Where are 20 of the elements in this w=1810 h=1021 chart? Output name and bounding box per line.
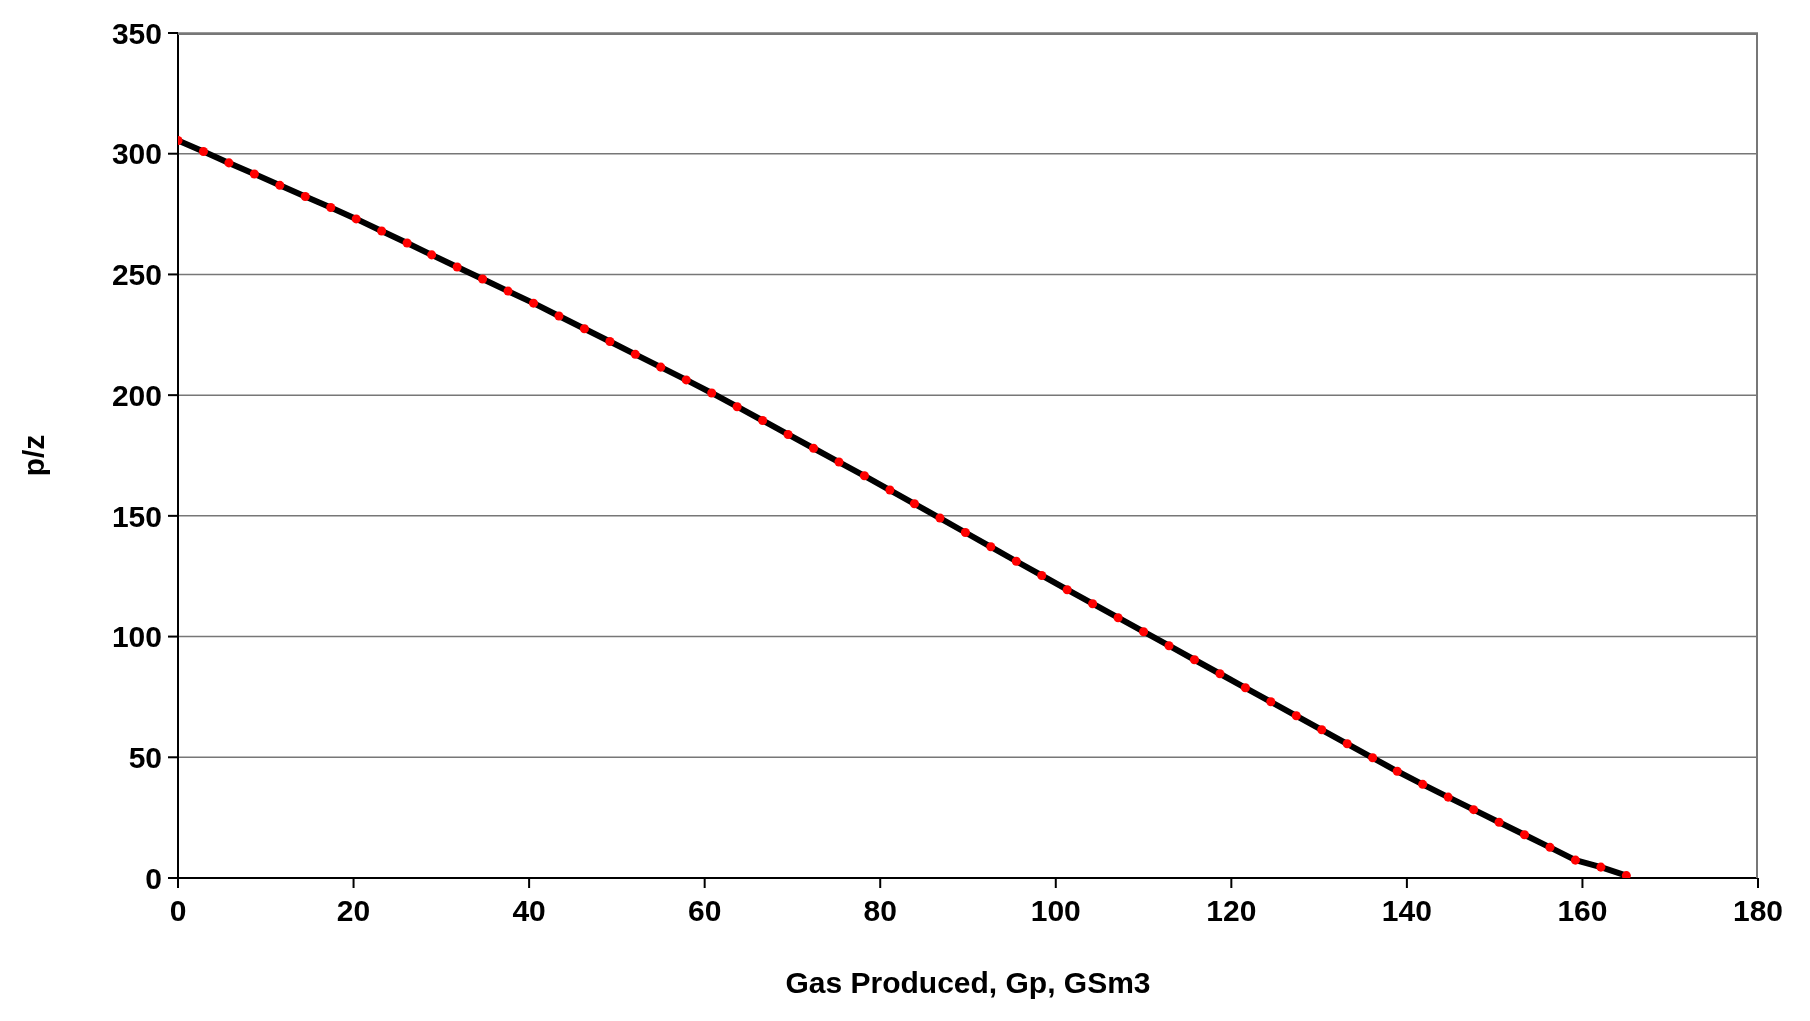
x-tick-label: 160 xyxy=(1557,894,1608,928)
y-tick-label: 100 xyxy=(111,620,162,654)
y-tick-label: 250 xyxy=(111,258,162,292)
x-tick-label: 60 xyxy=(687,894,722,928)
y-tick-label: 50 xyxy=(128,740,162,774)
y-tick-label: 150 xyxy=(111,499,162,533)
x-tick-label: 120 xyxy=(1206,894,1257,928)
x-tick-label: 20 xyxy=(336,894,371,928)
x-tick-label: 180 xyxy=(1732,894,1784,928)
x-tick-label: 140 xyxy=(1381,894,1432,928)
y-tick-label: 0 xyxy=(145,861,162,895)
x-axis-title: Gas Produced, Gp, GSm3 xyxy=(785,966,1151,999)
y-tick-label: 300 xyxy=(111,137,162,171)
x-tick-label: 80 xyxy=(863,894,897,928)
x-tick-label: 100 xyxy=(1030,894,1081,928)
y-tick-label: 350 xyxy=(111,16,162,50)
x-tick-label: 0 xyxy=(169,894,187,928)
y-tick-label: 200 xyxy=(111,378,162,412)
y-axis-title: p/z xyxy=(16,434,50,477)
x-tick-label: 40 xyxy=(512,894,546,928)
